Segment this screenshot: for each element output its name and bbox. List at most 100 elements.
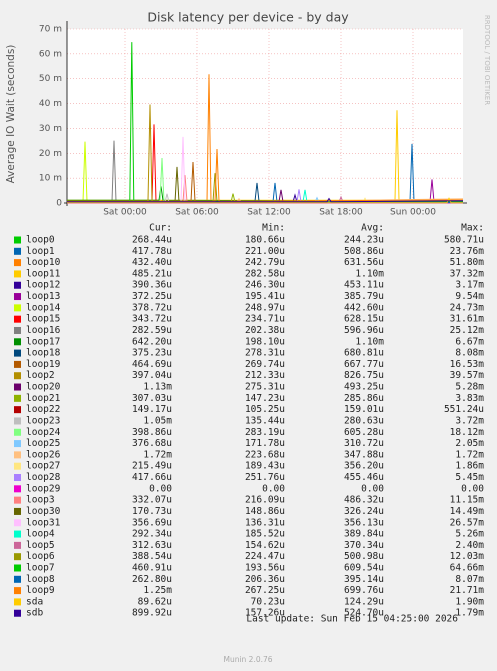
legend-cur: 378.72u [132, 302, 172, 313]
y-tick-label: 20 m [39, 149, 62, 159]
legend-min: 154.62u [245, 540, 285, 551]
y-tick-label: 0 [56, 199, 62, 209]
legend-min: 147.23u [245, 393, 285, 404]
legend-avg: 159.01u [344, 404, 384, 415]
legend-min: 275.31u [245, 382, 285, 393]
legend-avg: 310.72u [344, 438, 384, 449]
x-tick-label: Sat 12:00 [247, 208, 291, 218]
legend-min: 251.76u [245, 472, 285, 483]
legend-swatch [14, 360, 21, 368]
legend-min: 148.86u [245, 506, 285, 517]
legend-min: 180.66u [245, 235, 285, 246]
legend-avg: 285.86u [344, 393, 384, 404]
legend-min: 195.41u [245, 291, 285, 302]
legend-cur: 417.66u [132, 472, 172, 483]
legend-swatch [14, 440, 21, 448]
legend-cur: 312.63u [132, 540, 172, 551]
legend-cur: 343.72u [132, 314, 172, 325]
legend-swatch [14, 259, 21, 267]
legend-min: 189.43u [245, 461, 285, 472]
legend-name: loop10 [26, 257, 61, 268]
legend-name: loop22 [26, 404, 60, 415]
legend-cur: 460.91u [132, 562, 172, 573]
legend-min: 269.74u [245, 359, 285, 370]
legend-cur: 417.78u [132, 246, 172, 257]
legend-min: 216.09u [245, 495, 285, 506]
legend-swatch [14, 428, 21, 436]
legend-swatch [14, 326, 21, 334]
legend-swatch [14, 462, 21, 470]
legend-min: 202.38u [245, 325, 285, 336]
legend-swatch [14, 394, 21, 402]
chart-title: Disk latency per device - by day [147, 10, 349, 25]
legend-max: 0.00 [461, 483, 484, 494]
legend-cur: 307.03u [132, 393, 172, 404]
last-update: Last update: Sun Feb 15 04:25:00 2026 [246, 614, 458, 625]
legend-cur: 485.21u [132, 268, 172, 279]
legend-max: 51.80m [450, 257, 485, 268]
legend-swatch [14, 451, 21, 459]
legend-min: 185.52u [245, 529, 285, 540]
legend-swatch [14, 383, 21, 391]
legend-name: loop25 [26, 438, 60, 449]
legend-min: 70.23u [251, 596, 285, 607]
legend-name: loop27 [26, 461, 60, 472]
legend-avg: 826.75u [344, 370, 384, 381]
legend-cur: 1.25m [143, 585, 172, 596]
legend-cur: 899.92u [132, 608, 172, 619]
legend-max: 23.76m [450, 246, 485, 257]
legend-max: 8.08m [455, 348, 484, 359]
legend-avg: 389.84u [344, 529, 384, 540]
legend-max: 37.32m [450, 268, 485, 279]
legend-header: Max: [461, 223, 484, 234]
legend-avg: 347.88u [344, 449, 384, 460]
legend-min: 198.10u [245, 336, 285, 347]
legend-swatch [14, 281, 21, 289]
legend-cur: 388.54u [132, 551, 172, 562]
legend-max: 6.67m [455, 336, 484, 347]
x-tick-label: Sat 00:00 [103, 208, 147, 218]
legend-swatch [14, 519, 21, 527]
legend-swatch [14, 541, 21, 549]
legend-min: 157.26u [245, 608, 285, 619]
legend-swatch [14, 507, 21, 515]
y-tick-label: 30 m [39, 124, 62, 134]
legend-swatch [14, 474, 21, 482]
legend-avg: 631.56u [344, 257, 384, 268]
legend-name: loop24 [26, 427, 61, 438]
legend-max: 21.71m [450, 585, 485, 596]
legend-avg: 699.76u [344, 585, 384, 596]
legend-max: 1.79m [455, 608, 484, 619]
legend-swatch [14, 598, 21, 606]
legend-swatch [14, 338, 21, 346]
legend-max: 5.28m [455, 382, 484, 393]
legend-swatch [14, 349, 21, 357]
legend-min: 282.58u [245, 268, 285, 279]
legend-avg: 605.28u [344, 427, 384, 438]
legend-max: 12.03m [450, 551, 485, 562]
y-tick-label: 50 m [39, 74, 62, 84]
legend-max: 11.15m [450, 495, 485, 506]
legend-cur: 292.34u [132, 529, 172, 540]
legend-name: loop26 [26, 449, 61, 460]
legend-max: 2.40m [455, 540, 484, 551]
legend-avg: 356.13u [344, 517, 384, 528]
legend-name: loop23 [26, 415, 60, 426]
legend-avg: 453.11u [344, 280, 384, 291]
legend-swatch [14, 236, 21, 244]
legend-avg: 596.96u [344, 325, 384, 336]
legend-swatch [14, 609, 21, 617]
legend-avg: 124.29u [344, 596, 384, 607]
legend-cur: 262.80u [132, 574, 172, 585]
legend-cur: 398.86u [132, 427, 172, 438]
y-tick-label: 70 m [39, 25, 62, 35]
legend-avg: 609.54u [344, 562, 384, 573]
legend-min: 234.71u [245, 314, 285, 325]
legend-swatch [14, 293, 21, 301]
legend-avg: 500.98u [344, 551, 384, 562]
legend-name: loop15 [26, 314, 60, 325]
legend-avg: 385.79u [344, 291, 384, 302]
y-tick-label: 10 m [39, 174, 62, 184]
